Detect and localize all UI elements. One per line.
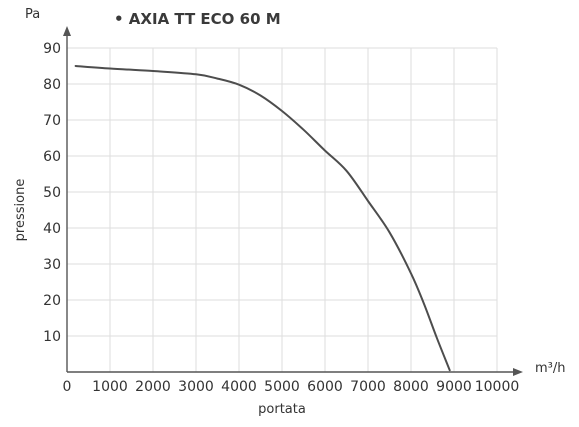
y-tick-label: 40 (43, 221, 61, 237)
x-axis-label: portata (258, 402, 306, 417)
y-tick-label: 80 (43, 77, 61, 93)
y-axis-label: pressione (13, 179, 28, 242)
series-line (74, 65, 451, 372)
y-tick-label: 60 (43, 149, 61, 165)
x-tick-label: 1000 (92, 379, 128, 395)
x-tick-label: 4000 (221, 379, 257, 395)
x-tick-label: 10000 (475, 379, 520, 395)
y-unit-label: Pa (25, 7, 40, 22)
axes (63, 26, 523, 376)
y-tick-label: 20 (43, 293, 61, 309)
x-ticks: 0 1000 2000 3000 4000 5000 6000 7000 8000 9000 100… (63, 379, 520, 395)
x-tick-label: 7000 (350, 379, 386, 395)
y-tick-label: 30 (43, 257, 61, 273)
grid (67, 47, 498, 372)
x-unit-label: m³/h (535, 361, 566, 376)
chart-title: • AXIA TT ECO 60 M (114, 10, 281, 28)
x-tick-label: 3000 (178, 379, 214, 395)
y-axis-arrow-icon (63, 26, 71, 36)
x-tick-label: 5000 (264, 379, 300, 395)
x-tick-label: 6000 (307, 379, 343, 395)
y-tick-label: 50 (43, 185, 61, 201)
series (74, 65, 451, 372)
y-tick-label: 70 (43, 113, 61, 129)
x-tick-label: 0 (63, 379, 72, 395)
x-tick-label: 2000 (135, 379, 171, 395)
x-tick-label: 8000 (393, 379, 429, 395)
x-axis-arrow-icon (513, 368, 523, 376)
y-tick-label: 90 (43, 41, 61, 57)
y-ticks: 10 20 30 40 50 60 70 80 90 (43, 41, 61, 345)
y-tick-label: 10 (43, 329, 61, 345)
x-tick-label: 9000 (436, 379, 472, 395)
